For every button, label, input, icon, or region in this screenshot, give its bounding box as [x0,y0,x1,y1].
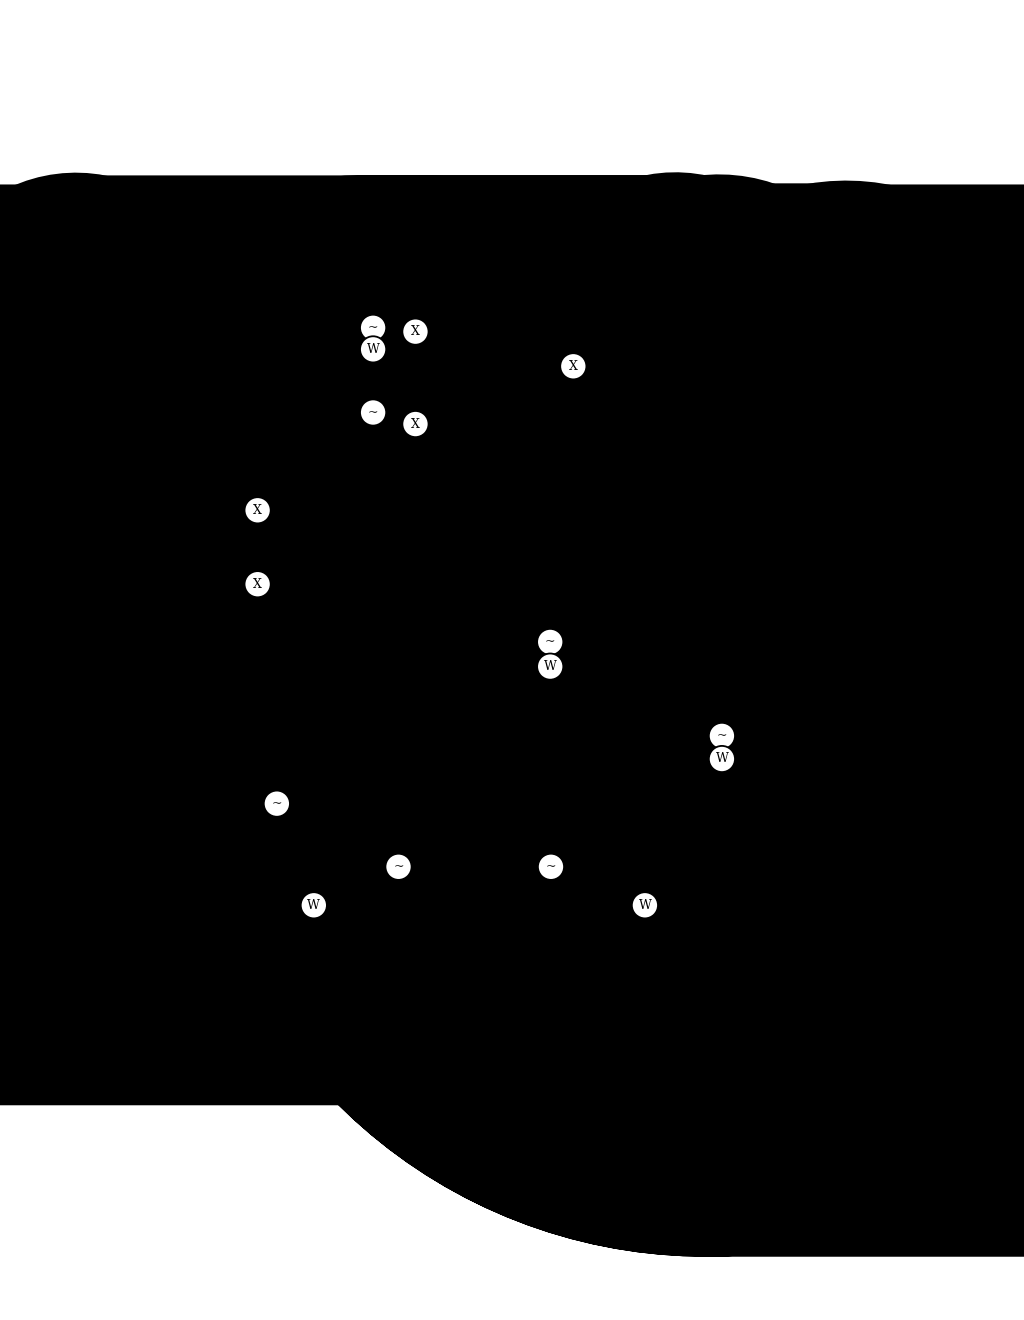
Text: W: W [367,343,380,356]
Text: (C)
Alternate Pay: (C) Alternate Pay [596,359,682,387]
Text: W: W [716,752,728,766]
Circle shape [538,628,563,655]
Bar [431,491,531,533]
Text: (O)
CC Credit: (O) CC Credit [527,891,591,919]
Circle shape [264,791,290,817]
Bar [431,310,531,352]
Bar [427,632,535,682]
Text: (D)
Placed: (D) Placed [460,499,502,527]
Text: (H)
Billed: (H) Billed [458,643,504,672]
Bar [509,884,608,927]
Bar [589,350,689,396]
Circle shape [385,854,412,880]
Text: X: X [253,504,262,517]
Text: Fig. 2: Fig. 2 [497,1119,553,1138]
Text: X: X [569,360,578,372]
Text: X: X [253,578,262,591]
Circle shape [560,354,587,379]
Bar [589,721,689,763]
Text: ~: ~ [546,861,556,874]
Text: (B)
Authorized: (B) Authorized [446,411,516,438]
Bar [431,801,531,843]
Bar [204,788,354,909]
Bar [226,818,327,866]
Text: (A)
Ordered: (A) Ordered [455,318,508,346]
Text: W: W [639,899,651,912]
Circle shape [245,572,270,598]
Text: (F)
In Stock: (F) In Stock [303,570,355,598]
Text: US 2012/0150593 A1: US 2012/0150593 A1 [801,202,948,215]
Text: (J)
RMA Request: (J) RMA Request [437,726,524,754]
Circle shape [402,318,429,345]
Bar [560,696,777,781]
Text: (L)
Charge Back: (L) Charge Back [598,642,680,669]
Text: W: W [307,899,321,912]
Text: Interrupt
Switch: Interrupt Switch [248,828,306,857]
Circle shape [301,892,327,919]
Bar [280,564,379,606]
Circle shape [402,411,429,437]
Text: (N)
Check Credit: (N) Check Credit [360,891,452,919]
Text: (K)
RMA Returned: (K) RMA Returned [433,808,528,836]
Circle shape [245,498,270,523]
Bar [221,304,381,449]
Bar [204,788,777,960]
Bar [352,884,460,927]
Text: Patent Application Publication: Patent Application Publication [188,202,403,215]
Text: ~: ~ [368,321,378,334]
Text: ~: ~ [545,635,555,648]
Text: ~: ~ [271,797,282,810]
Text: (I)
Bad Charge: (I) Bad Charge [292,642,367,669]
Bar [280,490,379,532]
Circle shape [360,314,386,341]
Text: (W)
Data Warehouse: (W) Data Warehouse [218,399,333,426]
Circle shape [538,854,564,880]
Text: ~: ~ [717,730,727,742]
Bar [225,391,326,434]
Text: X: X [411,417,420,430]
Bar [385,284,777,721]
Text: W: W [544,660,557,673]
Text: (M)
CB Returned: (M) CB Returned [593,729,684,756]
Circle shape [709,723,735,748]
Circle shape [709,746,735,772]
Bar [431,718,531,760]
Text: (E)
Back Ordered: (E) Back Ordered [285,496,374,524]
Text: ~: ~ [368,407,378,418]
Bar [431,564,531,606]
Bar [431,403,531,445]
Text: (G)
Shipped: (G) Shipped [455,570,507,598]
Circle shape [360,337,386,363]
Bar [225,313,326,355]
Circle shape [632,892,658,919]
Bar [280,634,379,676]
Text: Jun. 14, 2012  Sheet 2 of 5: Jun. 14, 2012 Sheet 2 of 5 [369,202,555,215]
Bar [589,634,689,676]
Circle shape [538,653,563,680]
Bar [229,466,391,697]
Text: (X)
Delete: (X) Delete [253,319,298,348]
Circle shape [360,400,386,425]
Text: X: X [411,325,420,338]
Text: ~: ~ [393,861,403,874]
